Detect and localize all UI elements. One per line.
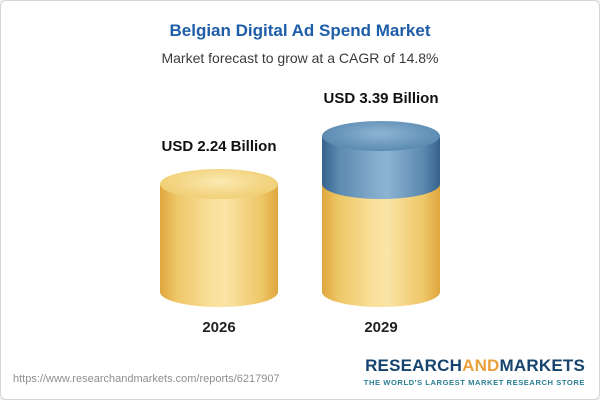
bar-2029: USD 3.39 Billion 2029 xyxy=(322,90,440,336)
chart-header: Belgian Digital Ad Spend Market Market f… xyxy=(1,1,599,66)
bar-2026-value-label: USD 2.24 Billion xyxy=(161,138,277,155)
logo-word-research: RESEARCH xyxy=(365,356,463,375)
cylinder-2029-top-face xyxy=(322,121,440,151)
cylinder-2026 xyxy=(160,169,278,307)
cylinder-2029-growth-segment xyxy=(322,121,440,199)
cylinder-2029-base-segment xyxy=(322,184,440,307)
cyl-body-2029-base xyxy=(322,184,440,307)
researchandmarkets-logo: RESEARCHANDMARKETS THE WORLD'S LARGEST M… xyxy=(364,356,585,387)
chart-subtitle: Market forecast to grow at a CAGR of 14.… xyxy=(161,50,439,66)
report-url: https://www.researchandmarkets.com/repor… xyxy=(13,373,280,385)
cylinder-2026-segment xyxy=(160,169,278,307)
cyl-body-2026 xyxy=(160,184,278,307)
bar-2026: USD 2.24 Billion 2026 xyxy=(160,138,278,336)
logo-tagline: THE WORLD'S LARGEST MARKET RESEARCH STOR… xyxy=(363,378,585,387)
bar-2029-category-label: 2029 xyxy=(364,319,398,336)
cylinder-2029 xyxy=(322,121,440,307)
bar-2026-category-label: 2026 xyxy=(202,319,236,336)
bar-2029-value-label: USD 3.39 Billion xyxy=(323,90,439,107)
logo-word-markets: MARKETS xyxy=(499,356,585,375)
logo-wordmark: RESEARCHANDMARKETS xyxy=(364,356,585,376)
logo-word-and: AND xyxy=(462,356,500,375)
chart-plot-area: USD 2.24 Billion 2026 USD 3.39 Billion xyxy=(1,90,599,336)
chart-title: Belgian Digital Ad Spend Market xyxy=(169,21,431,40)
cylinder-2026-top-face xyxy=(160,169,278,199)
